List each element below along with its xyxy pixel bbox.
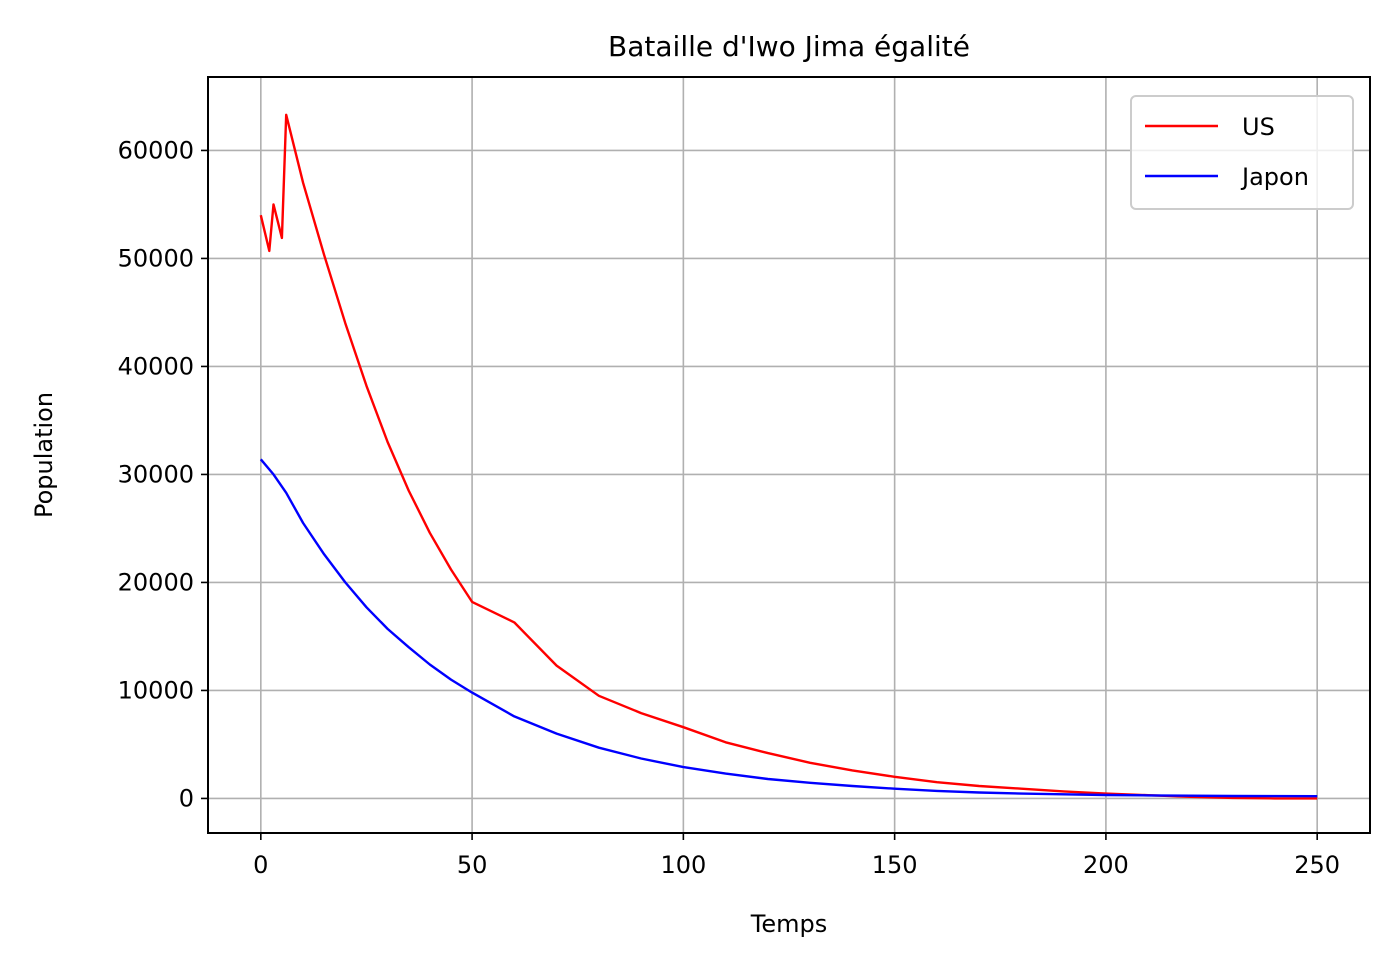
x-tick-label: 250 [1294, 851, 1340, 879]
grid [208, 77, 1370, 833]
legend: US Japon [1130, 95, 1354, 210]
legend-label-us: US [1242, 113, 1275, 141]
series-line-us [259, 113, 1318, 800]
y-tick-label: 30000 [118, 460, 194, 488]
x-tick-label: 50 [457, 851, 488, 879]
y-tick-label: 20000 [118, 568, 194, 596]
y-tick-label: 40000 [118, 352, 194, 380]
y-tick-label: 0 [179, 784, 194, 812]
plot-frame [207, 76, 1371, 834]
chart-title: Bataille d'Iwo Jima égalité [608, 30, 970, 63]
x-tick-label: 100 [660, 851, 706, 879]
y-tick-label: 50000 [118, 244, 194, 272]
axis-ticks: 0 50 100 150 200 250 0 10000 20000 30000 40000 5000… [118, 136, 1340, 879]
x-tick-label: 200 [1083, 851, 1129, 879]
legend-label-japon: Japon [1240, 163, 1309, 191]
x-tick-label: 0 [253, 851, 268, 879]
y-tick-label: 60000 [118, 136, 194, 164]
legend-box [1130, 95, 1354, 210]
x-axis-label: Temps [750, 910, 827, 938]
series-line-japon [259, 458, 1318, 798]
x-tick-label: 150 [872, 851, 918, 879]
y-axis-label: Population [30, 392, 58, 518]
y-tick-label: 10000 [118, 676, 194, 704]
series-lines [259, 113, 1318, 800]
